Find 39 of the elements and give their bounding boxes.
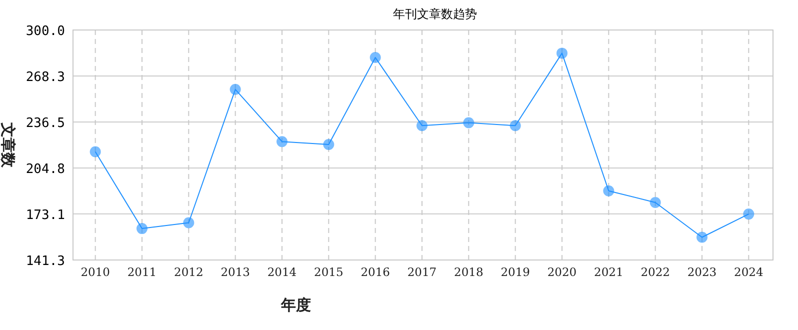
- point: [510, 120, 521, 132]
- y-axis-title: 文章数: [0, 122, 17, 168]
- point: [323, 138, 334, 150]
- x-tick-label: 2024: [734, 265, 764, 279]
- point: [743, 208, 754, 220]
- point: [136, 223, 148, 234]
- x-tick-label: 2017: [407, 265, 437, 279]
- point: [463, 117, 474, 128]
- y-tick-label: 173.1: [26, 208, 65, 223]
- point: [276, 136, 288, 148]
- point: [370, 52, 381, 64]
- x-tick-label: 2019: [500, 265, 530, 279]
- y-tick-label: 141.3: [26, 254, 65, 269]
- x-axis-title: 年度: [280, 296, 311, 314]
- point: [90, 146, 101, 158]
- y-tick-label: 204.8: [26, 162, 65, 177]
- point: [556, 48, 568, 59]
- x-tick-label: 2013: [220, 265, 250, 279]
- chart-title: 年刊文章数趋势: [393, 7, 477, 21]
- x-tick-label: 2023: [687, 265, 717, 279]
- x-tick-label: 2011: [127, 265, 157, 279]
- x-tick-label: 2016: [360, 265, 390, 279]
- y-tick-label: 236.5: [26, 116, 65, 132]
- x-tick-label: 2014: [267, 265, 297, 279]
- x-tick-label: 2022: [640, 265, 670, 279]
- y-tick-label: 268.3: [26, 70, 65, 85]
- point: [603, 185, 614, 196]
- x-tick-label: 2021: [594, 265, 624, 279]
- x-tick-label: 2020: [547, 265, 577, 279]
- x-tick-label: 2015: [314, 265, 344, 279]
- point: [230, 84, 241, 95]
- x-tick-label: 2012: [174, 265, 204, 279]
- x-tick-label: 2018: [454, 265, 484, 279]
- point: [650, 196, 661, 208]
- point: [183, 217, 194, 228]
- point: [416, 120, 428, 132]
- point: [696, 232, 708, 243]
- y-tick-label: 300.0: [26, 24, 65, 39]
- x-tick-label: 2010: [80, 265, 110, 279]
